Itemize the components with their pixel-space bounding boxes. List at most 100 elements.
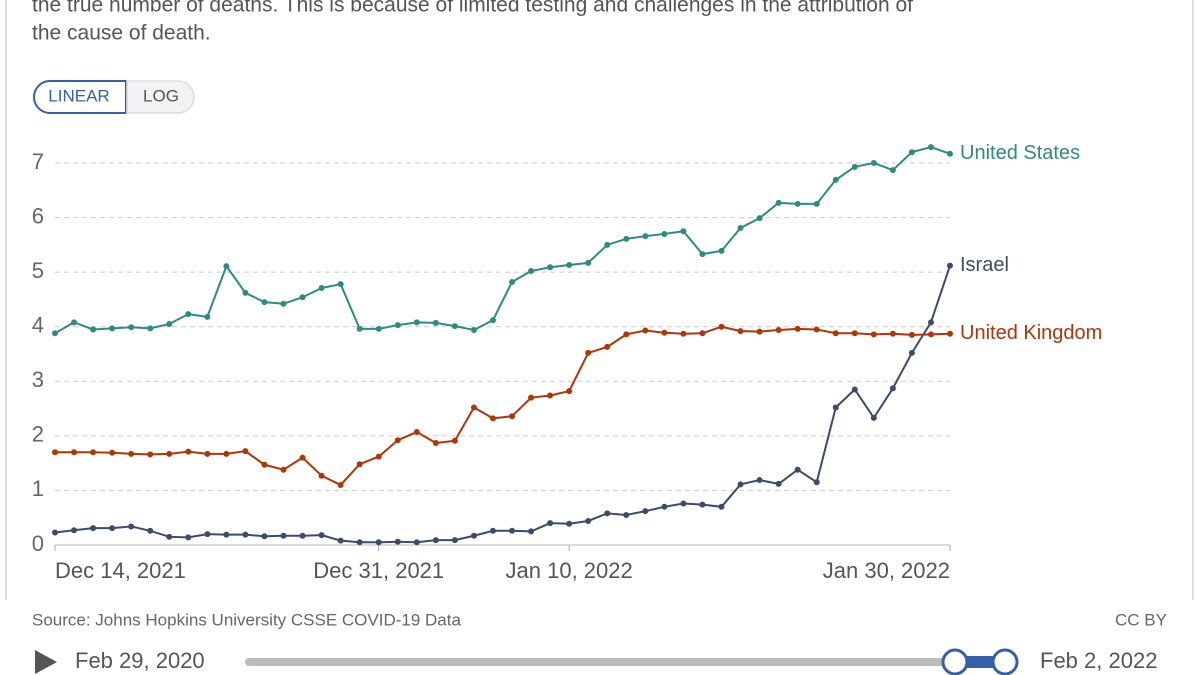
point — [566, 262, 573, 269]
point — [299, 294, 306, 301]
point — [223, 531, 230, 538]
log-button[interactable] — [126, 80, 195, 114]
point — [128, 523, 135, 530]
point — [489, 317, 496, 324]
point — [947, 262, 953, 269]
point — [204, 450, 211, 457]
point — [413, 539, 420, 546]
point — [394, 437, 401, 444]
point — [661, 230, 668, 237]
point — [432, 439, 439, 446]
point — [775, 326, 782, 333]
description-line: the cause of death. — [32, 22, 211, 45]
point — [52, 330, 58, 337]
point — [90, 449, 97, 456]
point — [71, 449, 78, 456]
point — [451, 537, 458, 544]
description-line: the true number of deaths. This is becau… — [32, 0, 913, 17]
point — [261, 461, 268, 468]
y-tick-label: 4 — [32, 313, 44, 338]
point — [870, 160, 877, 166]
point — [699, 251, 706, 258]
point — [509, 527, 516, 534]
point — [356, 461, 363, 468]
point — [375, 539, 382, 546]
timeline-track[interactable] — [245, 658, 1005, 666]
point — [470, 404, 477, 411]
point — [813, 326, 820, 333]
log-label[interactable]: LOG — [143, 86, 179, 105]
point — [870, 331, 877, 338]
point — [699, 330, 706, 337]
point — [280, 466, 287, 473]
point — [718, 323, 725, 330]
point — [737, 481, 744, 488]
timeline-handle[interactable] — [991, 648, 1019, 675]
point — [528, 268, 535, 275]
timeline-handle[interactable] — [941, 648, 969, 675]
series-line — [54, 146, 951, 335]
point — [204, 313, 211, 320]
point — [299, 532, 306, 539]
play-button[interactable] — [35, 650, 57, 674]
point — [261, 299, 268, 306]
point — [927, 331, 934, 338]
point — [908, 331, 915, 338]
point — [337, 537, 344, 544]
x-tick-label: Dec 31, 2021 — [313, 558, 444, 583]
point — [756, 215, 763, 222]
point — [147, 527, 154, 534]
series-label: United Kingdom — [960, 322, 1102, 344]
point — [147, 325, 154, 332]
point — [470, 532, 477, 539]
point — [528, 528, 535, 535]
point — [832, 176, 839, 183]
point — [851, 386, 858, 393]
y-tick-label: 5 — [32, 258, 44, 283]
point — [318, 532, 325, 539]
point — [90, 326, 97, 333]
point — [318, 284, 325, 291]
point — [280, 300, 287, 307]
point — [242, 289, 249, 296]
point — [413, 429, 420, 436]
point — [947, 330, 953, 337]
point — [337, 481, 344, 488]
point — [356, 325, 363, 332]
point — [509, 413, 516, 420]
point — [52, 449, 58, 456]
x-tick-label: Dec 14, 2021 — [55, 558, 186, 583]
point — [642, 233, 649, 240]
point — [299, 454, 306, 461]
point — [394, 322, 401, 329]
series-line — [54, 265, 951, 544]
point — [242, 531, 249, 538]
point — [737, 224, 744, 231]
point — [680, 330, 687, 337]
point — [623, 235, 630, 242]
point — [566, 388, 573, 395]
point — [432, 319, 439, 326]
point — [737, 328, 744, 335]
point — [927, 144, 934, 151]
linear-label[interactable]: LINEAR — [48, 86, 109, 105]
point — [185, 534, 192, 541]
point — [832, 404, 839, 411]
point — [489, 527, 496, 534]
point — [851, 330, 858, 337]
point — [147, 451, 154, 458]
point — [661, 329, 668, 336]
point — [870, 414, 877, 421]
point — [185, 311, 192, 318]
point — [680, 228, 687, 235]
point — [680, 500, 687, 507]
point — [794, 200, 801, 207]
point — [718, 503, 725, 510]
point — [908, 149, 915, 156]
point — [547, 520, 554, 527]
series-label: United States — [960, 142, 1080, 164]
linear-button[interactable] — [33, 80, 127, 114]
point — [71, 319, 78, 326]
point — [927, 319, 934, 326]
